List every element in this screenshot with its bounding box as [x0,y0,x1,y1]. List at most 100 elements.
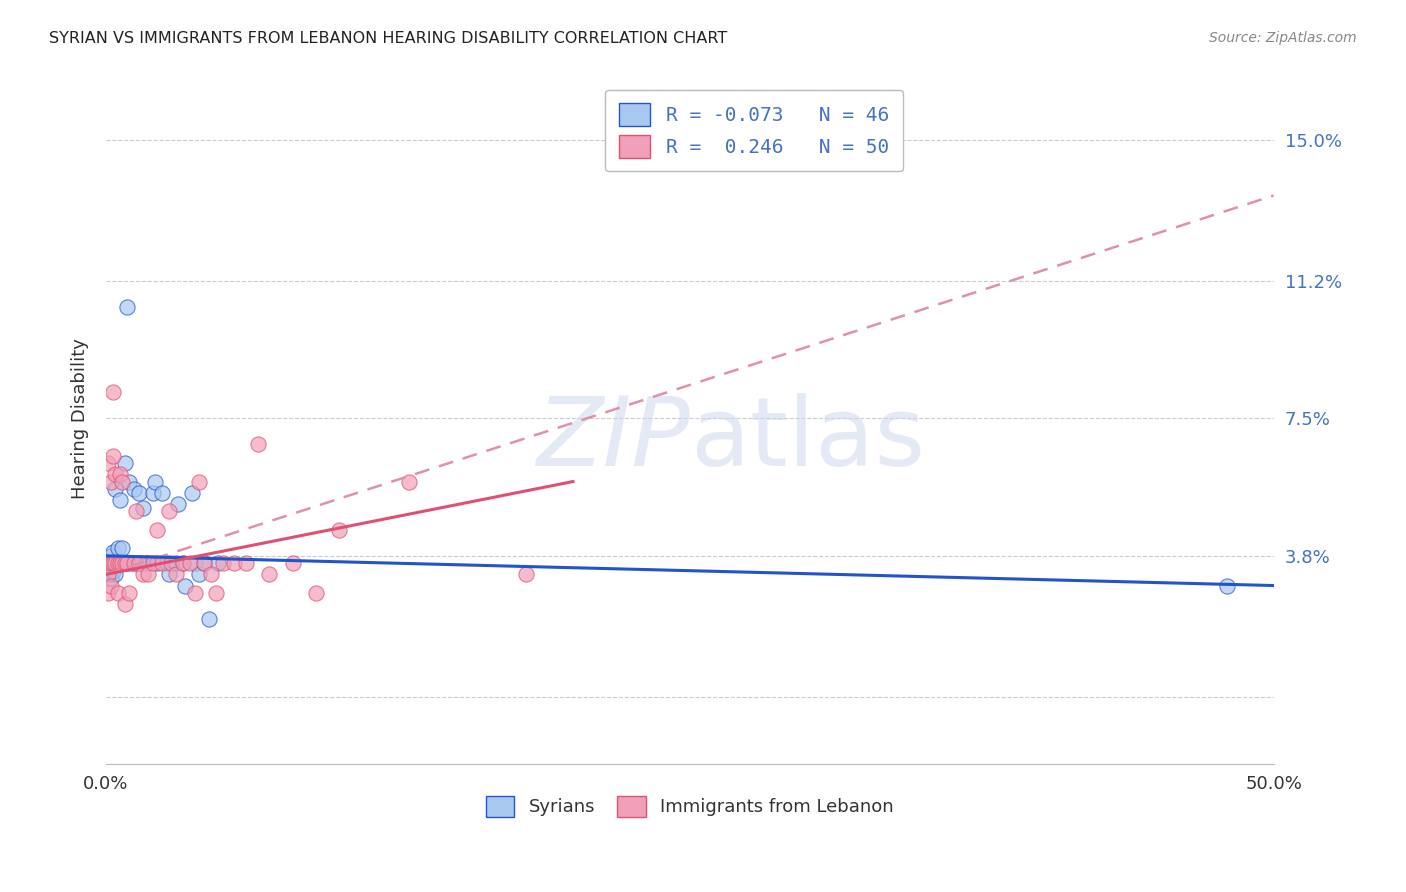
Point [142,556,165,570]
Point [211,556,233,570]
Point [107,586,129,600]
Text: ZIP: ZIP [536,392,690,485]
Point [207,556,229,570]
Text: SYRIAN VS IMMIGRANTS FROM LEBANON HEARING DISABILITY CORRELATION CHART: SYRIAN VS IMMIGRANTS FROM LEBANON HEARIN… [49,31,727,46]
Point [104,556,127,570]
Y-axis label: Hearing Disability: Hearing Disability [72,338,89,499]
Point [259,567,281,582]
Point [132,500,155,515]
Point [183,586,205,600]
Point [125,504,148,518]
Point [235,556,257,570]
Point [104,556,127,570]
Point [172,556,194,570]
Point [111,556,134,570]
Point [398,475,420,489]
Point [305,586,328,600]
Point [97,556,120,570]
Point [142,485,165,500]
Point [179,556,201,570]
Point [111,556,134,570]
Point [97,567,120,582]
Point [328,523,350,537]
Point [197,612,219,626]
Point [108,493,131,508]
Point [114,456,136,470]
Point [188,567,211,582]
Point [172,556,194,570]
Point [101,556,124,570]
Point [97,567,120,582]
Point [114,597,136,611]
Point [122,482,145,496]
Point [111,475,134,489]
Point [97,586,120,600]
Point [122,556,145,570]
Point [204,586,226,600]
Point [107,556,129,570]
Point [107,556,129,570]
Point [101,449,124,463]
Point [104,567,127,582]
Point [181,485,204,500]
Point [136,567,159,582]
Point [118,586,141,600]
Point [224,556,246,570]
Point [100,475,122,489]
Point [108,467,131,482]
Point [135,556,157,570]
Point [156,556,179,570]
Point [157,567,180,582]
Point [174,578,197,592]
Text: Source: ZipAtlas.com: Source: ZipAtlas.com [1209,31,1357,45]
Point [111,541,134,556]
Point [246,437,269,451]
Point [114,556,136,570]
Point [101,385,124,400]
Point [167,497,190,511]
Point [157,504,180,518]
Point [115,300,138,314]
Point [143,475,166,489]
Point [165,567,187,582]
Point [193,556,215,570]
Point [100,556,122,570]
Point [165,556,187,570]
Point [108,556,131,570]
Point [118,475,141,489]
Point [128,556,150,570]
Point [281,556,304,570]
Point [100,556,122,570]
Point [146,556,169,570]
Point [115,556,138,570]
Point [108,556,131,570]
Point [200,567,222,582]
Point [128,485,150,500]
Point [101,564,124,578]
Point [107,541,129,556]
Point [100,578,122,592]
Point [160,556,183,570]
Point [104,467,127,482]
Point [100,549,122,563]
Point [515,567,537,582]
Text: atlas: atlas [690,392,925,485]
Point [101,545,124,559]
Point [188,475,211,489]
Point [150,485,173,500]
Point [1216,578,1239,592]
Legend: Syrians, Immigrants from Lebanon: Syrians, Immigrants from Lebanon [478,789,901,824]
Point [97,556,120,570]
Point [193,556,215,570]
Point [129,556,152,570]
Point [132,567,155,582]
Point [150,556,173,570]
Point [115,556,138,570]
Point [136,556,159,570]
Point [146,523,169,537]
Point [183,556,205,570]
Point [121,556,143,570]
Point [125,556,148,570]
Point [97,456,120,470]
Point [100,571,122,585]
